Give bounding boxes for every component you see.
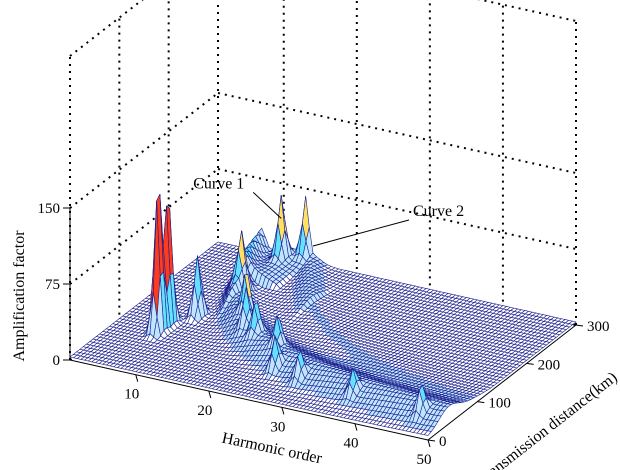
y-tick-label: 100 [488, 396, 511, 412]
y-tick-label: 300 [587, 319, 610, 335]
grid-line [217, 92, 577, 174]
x-tick-mark [135, 374, 139, 382]
y-tick-mark [575, 324, 584, 327]
x-tick-label: 30 [270, 419, 285, 435]
y-tick-mark [477, 401, 485, 404]
x-tick-label: 40 [343, 436, 358, 452]
x-tick-mark [208, 390, 212, 399]
y-tick-label: 200 [538, 357, 561, 373]
x-tick-label: 50 [417, 452, 432, 468]
z-axis-label: Amplification factor [11, 230, 28, 362]
annotation-leader [252, 191, 282, 219]
grid-line [217, 168, 577, 250]
surface-mesh [69, 194, 577, 436]
z-tick-label: 0 [53, 353, 61, 369]
grid-line [69, 0, 144, 57]
grid-line [477, 0, 577, 22]
x-tick-mark [354, 423, 358, 431]
x-tick-label: 20 [197, 403, 212, 419]
annotation-leader [312, 219, 410, 247]
annotation-label: Curve 2 [413, 203, 464, 220]
x-tick-label: 10 [124, 387, 139, 403]
x-tick-mark [427, 439, 431, 448]
y-tick-mark [427, 439, 436, 442]
x-tick-mark [281, 407, 285, 415]
y-tick-label: 0 [439, 434, 447, 450]
y-tick-mark [526, 362, 534, 365]
annotation-label: Curve 1 [193, 175, 244, 192]
z-tick-label: 150 [38, 201, 61, 217]
z-tick-label: 75 [45, 277, 60, 293]
annotations: Curve 1 Curve 2 [193, 175, 464, 247]
